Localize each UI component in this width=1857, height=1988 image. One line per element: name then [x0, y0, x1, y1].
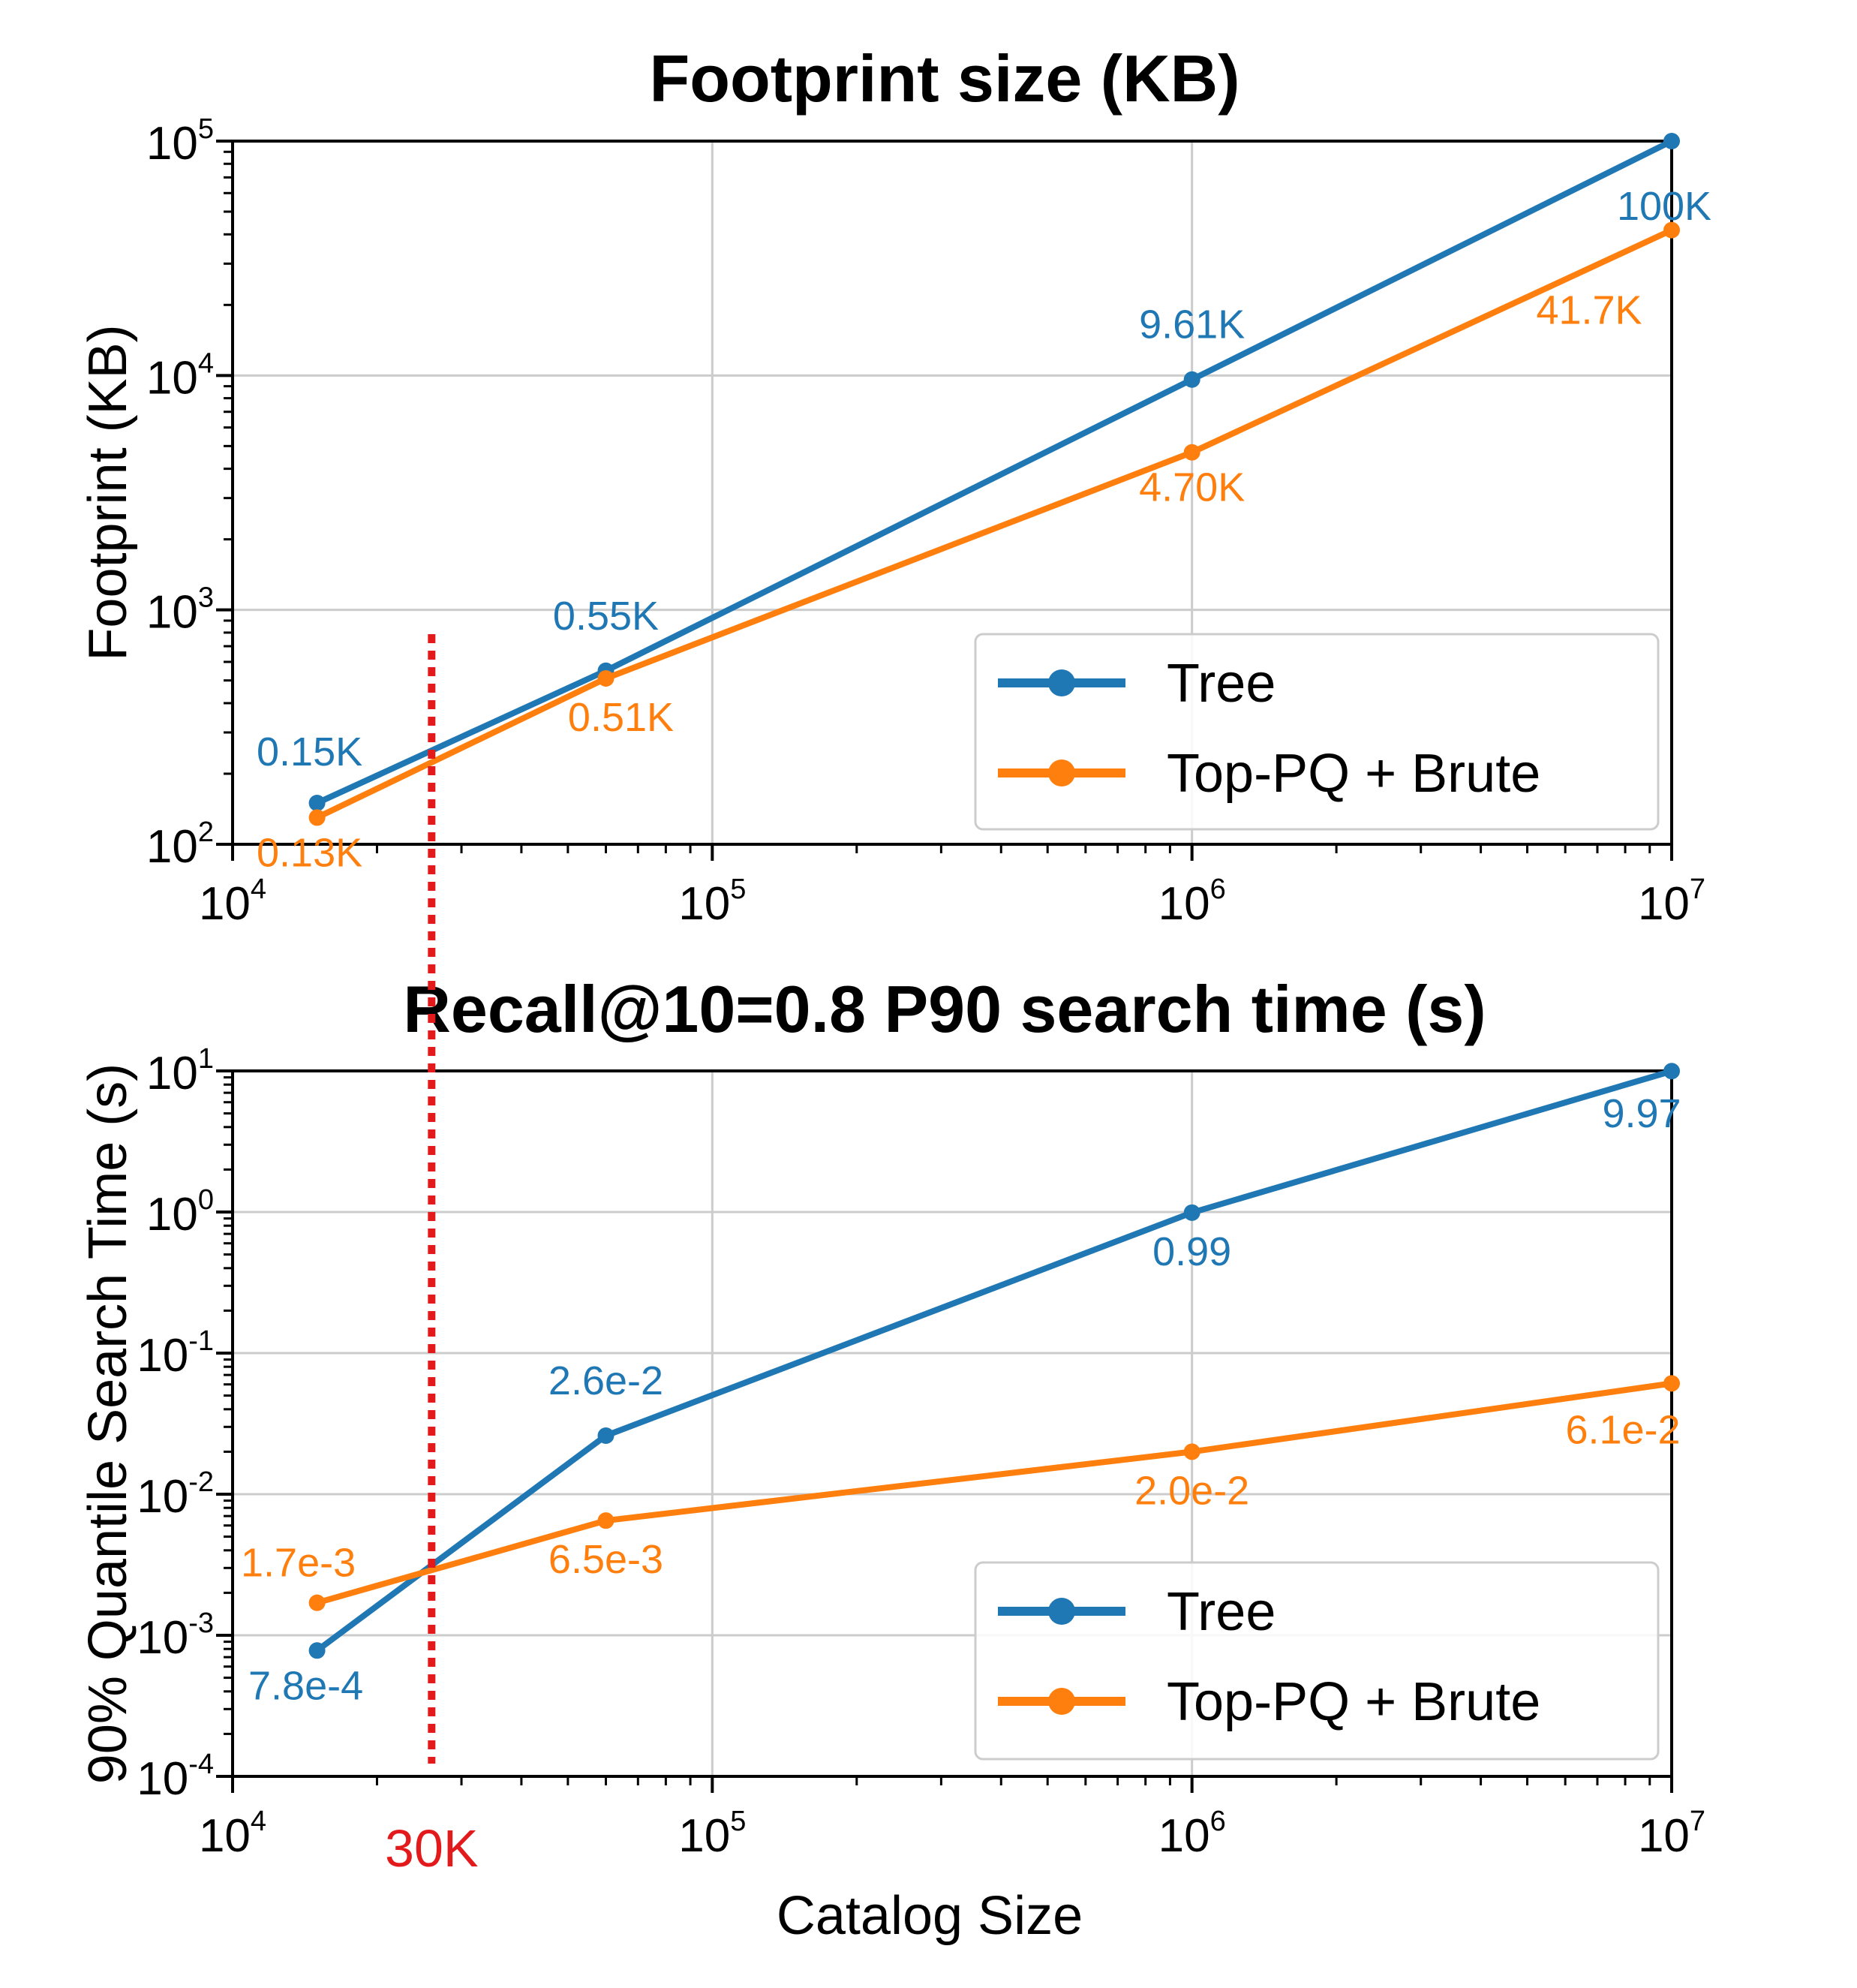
x-axis-label: Catalog Size: [777, 1886, 1083, 1946]
chart-title: Recall@10=0.8 P90 search time (s): [403, 972, 1486, 1046]
data-point: [308, 1642, 326, 1659]
x-tick-label: 107: [1638, 1806, 1705, 1862]
legend-marker: [1048, 1688, 1075, 1715]
data-label: 7.8e-4: [248, 1663, 363, 1708]
footprint-chart: Footprint size (KB) 104 105 106 107 102 103 104…: [78, 41, 1711, 930]
marker-label: 30K: [385, 1819, 479, 1878]
catalog-size-marker: 30K: [385, 634, 479, 1878]
data-label: 0.51K: [568, 695, 674, 740]
series-line: [315, 138, 1673, 806]
y-tick-label: 105: [146, 113, 214, 170]
series-tree: 0.15K 0.55K 9.61K 100K: [257, 133, 1711, 812]
data-point: [308, 1594, 326, 1611]
series-tree: 7.8e-4 2.6e-2 0.99 9.97: [248, 1063, 1681, 1708]
series-line: [315, 1068, 1673, 1653]
data-label: 0.13K: [257, 830, 362, 875]
data-point: [308, 795, 326, 812]
x-tick-label: 104: [199, 874, 266, 930]
series-top-pq-brute: 1.7e-3 6.5e-3 2.0e-2 6.1e-2: [241, 1375, 1681, 1611]
legend-marker: [1048, 669, 1075, 696]
plot-frame: [231, 140, 1673, 846]
data-point: [308, 809, 326, 826]
legend-label: Top-PQ + Brute: [1167, 1672, 1540, 1732]
x-tick-label: 107: [1638, 874, 1705, 930]
y-tick-label: 103: [146, 582, 214, 639]
data-point: [1663, 1063, 1680, 1080]
legend: Tree Top-PQ + Brute: [974, 1561, 1660, 1761]
data-label: 100K: [1617, 184, 1711, 229]
y-tick-label: 10-4: [137, 1749, 214, 1805]
y-tick-label: 101: [146, 1043, 214, 1099]
data-point: [597, 1512, 614, 1529]
data-point: [597, 670, 614, 687]
data-label: 41.7K: [1536, 288, 1642, 333]
data-point: [1183, 1204, 1200, 1221]
y-tick-label: 104: [146, 347, 214, 404]
data-label: 4.70K: [1139, 465, 1245, 510]
legend-box: [974, 633, 1660, 831]
y-axis-label: Footprint (KB): [78, 324, 138, 660]
data-point: [1663, 133, 1680, 149]
y-tick-label: 100: [146, 1184, 214, 1241]
x-tick-label: 106: [1158, 1806, 1226, 1862]
legend-box: [974, 1561, 1660, 1761]
series-line: [316, 1380, 1672, 1606]
legend-label: Tree: [1167, 654, 1276, 714]
y-tick-label: 10-1: [137, 1325, 214, 1382]
data-label: 9.61K: [1139, 302, 1245, 347]
y-tick-label: 10-3: [137, 1608, 214, 1664]
series-line: [315, 227, 1673, 821]
search-time-chart: Recall@10=0.8 P90 search time (s) 104 105 1…: [78, 972, 1705, 1946]
legend-marker: [1048, 1598, 1075, 1625]
data-point: [1183, 1443, 1200, 1460]
data-label: 0.55K: [553, 594, 659, 639]
legend-label: Tree: [1167, 1582, 1276, 1642]
data-label: 0.15K: [257, 729, 362, 774]
data-point: [1663, 1375, 1680, 1392]
y-tick-label: 102: [146, 817, 214, 873]
data-label: 2.6e-2: [548, 1358, 663, 1403]
legend-label: Top-PQ + Brute: [1167, 744, 1540, 804]
data-label: 0.99: [1152, 1229, 1231, 1274]
chart-title: Footprint size (KB): [649, 41, 1240, 116]
data-point: [597, 1427, 614, 1444]
y-axis-label: 90% Quantile Search Time (s): [78, 1063, 138, 1784]
x-tick-label: 104: [199, 1806, 266, 1862]
data-point: [1183, 371, 1200, 388]
x-tick-label: 105: [678, 874, 746, 930]
data-label: 9.97: [1602, 1091, 1681, 1136]
data-label: 2.0e-2: [1134, 1468, 1249, 1513]
y-tick-label: 10-2: [137, 1466, 214, 1523]
x-tick-label: 106: [1158, 874, 1226, 930]
data-label: 6.5e-3: [548, 1537, 663, 1582]
data-label: 1.7e-3: [241, 1541, 356, 1586]
data-label: 6.1e-2: [1565, 1407, 1680, 1452]
x-tick-label: 105: [678, 1806, 746, 1862]
plot-frame: [231, 1069, 1673, 1778]
legend: Tree Top-PQ + Brute: [974, 633, 1660, 831]
legend-marker: [1048, 759, 1075, 786]
series-top-pq-brute: 0.13K 0.51K 4.70K 41.7K: [257, 221, 1680, 875]
data-point: [1183, 444, 1200, 461]
data-point: [1663, 221, 1680, 239]
